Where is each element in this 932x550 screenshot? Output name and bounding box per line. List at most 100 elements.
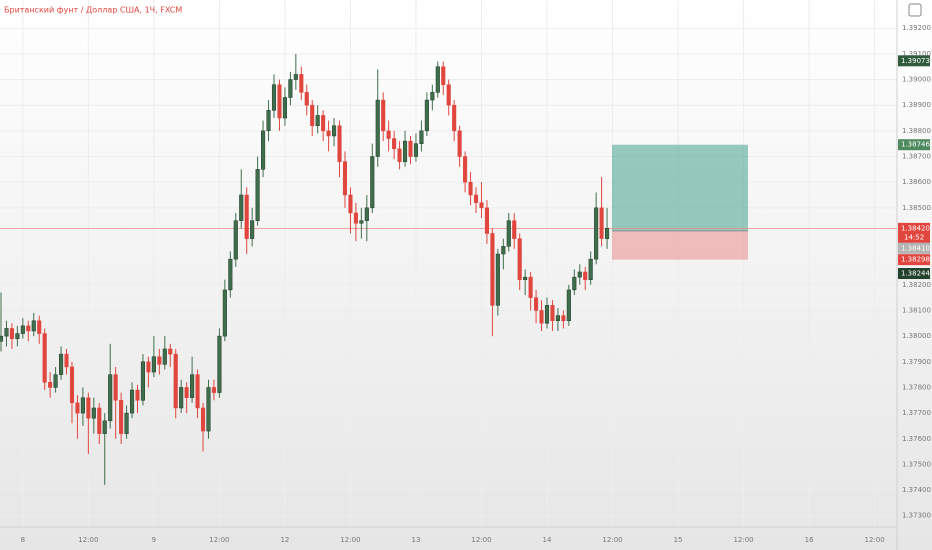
candle-body bbox=[495, 253, 500, 306]
candle-body bbox=[211, 387, 216, 393]
price-label: 1.38746 bbox=[901, 141, 930, 149]
price-label-box bbox=[898, 242, 930, 254]
candle-body bbox=[146, 361, 151, 373]
candle-body bbox=[59, 353, 64, 375]
candle-body bbox=[534, 297, 539, 311]
x-tick-label: 8 bbox=[21, 536, 25, 544]
x-tick-label: 15 bbox=[674, 536, 683, 544]
candle-body bbox=[539, 310, 544, 324]
candle-body bbox=[255, 169, 260, 221]
candle-body bbox=[381, 99, 386, 132]
y-tick-label: 1.38600 bbox=[902, 178, 931, 186]
candle-body bbox=[370, 156, 375, 209]
x-tick-label: 13 bbox=[411, 536, 420, 544]
candle-body bbox=[408, 140, 413, 157]
candle-body bbox=[468, 181, 473, 196]
candle-body bbox=[282, 97, 287, 119]
candle-body bbox=[20, 325, 25, 334]
candle-body bbox=[452, 104, 457, 132]
candle-body bbox=[26, 325, 31, 332]
candle-body bbox=[555, 315, 560, 321]
candle-body bbox=[217, 335, 222, 393]
y-tick-label: 1.38900 bbox=[902, 101, 931, 109]
countdown: 14:52 bbox=[904, 233, 924, 241]
y-tick-label: 1.37300 bbox=[902, 512, 931, 520]
candle-body bbox=[277, 84, 282, 119]
y-tick-label: 1.38000 bbox=[902, 332, 931, 340]
candle-body bbox=[271, 84, 277, 111]
candle-body bbox=[588, 258, 593, 280]
x-tick-label: 16 bbox=[805, 536, 814, 544]
candle-body bbox=[463, 156, 468, 183]
candle-body bbox=[288, 79, 293, 98]
candle-body bbox=[233, 220, 238, 260]
price-label: 1.38420 bbox=[901, 224, 930, 232]
candle-body bbox=[299, 74, 304, 93]
candle-body bbox=[577, 271, 582, 278]
candle-body bbox=[200, 407, 206, 432]
candle-body bbox=[572, 276, 577, 291]
settings-icon[interactable] bbox=[908, 3, 922, 17]
candle-body bbox=[326, 130, 331, 137]
candle-body bbox=[566, 289, 571, 321]
candle-body bbox=[397, 148, 402, 162]
candle-body bbox=[9, 328, 14, 339]
candle-body bbox=[102, 420, 107, 434]
candle-body bbox=[473, 194, 479, 203]
candle-body bbox=[484, 207, 489, 234]
candle-body bbox=[0, 335, 4, 342]
x-tick-label: 12:00 bbox=[471, 536, 491, 544]
candle-body bbox=[337, 125, 342, 162]
price-label: 1.39073 bbox=[901, 57, 930, 65]
price-label-box bbox=[898, 55, 930, 67]
price-label-box bbox=[898, 254, 930, 266]
y-tick-label: 1.39000 bbox=[902, 76, 931, 84]
candle-body bbox=[239, 194, 244, 221]
x-tick-label: 12:00 bbox=[340, 536, 360, 544]
candle-body bbox=[124, 412, 129, 434]
price-label: 1.38298 bbox=[901, 256, 930, 264]
candle-body bbox=[151, 356, 156, 373]
position-loss-zone bbox=[612, 230, 748, 260]
x-tick-label: 12:00 bbox=[209, 536, 229, 544]
candle-body bbox=[135, 389, 140, 401]
candle-body bbox=[550, 305, 555, 321]
candle-body bbox=[157, 356, 162, 365]
candle-body bbox=[86, 397, 91, 419]
x-tick-label: 14 bbox=[543, 536, 552, 544]
y-tick-label: 1.37900 bbox=[902, 358, 931, 366]
y-tick-label: 1.38700 bbox=[902, 153, 931, 161]
candle-body bbox=[293, 74, 298, 80]
candle-body bbox=[413, 143, 419, 157]
candle-body bbox=[119, 400, 124, 434]
candle-body bbox=[195, 374, 200, 409]
candle-body bbox=[441, 66, 446, 85]
chart-title: Британский фунт / Доллар США, 1Ч, FXCM bbox=[4, 6, 182, 15]
candle-body bbox=[261, 130, 266, 170]
y-tick-label: 1.37600 bbox=[902, 435, 931, 443]
candle-body bbox=[206, 387, 211, 432]
candle-body bbox=[342, 161, 348, 196]
candle-body bbox=[544, 305, 550, 324]
candle-body bbox=[113, 374, 118, 401]
candle-body bbox=[348, 194, 353, 214]
candle-body bbox=[594, 207, 599, 260]
candle-body bbox=[321, 115, 326, 132]
candle-body bbox=[315, 115, 320, 126]
y-tick-label: 1.38100 bbox=[902, 306, 931, 314]
candle-body bbox=[91, 407, 96, 419]
candle-body bbox=[364, 207, 369, 221]
candle-body bbox=[48, 382, 53, 388]
candle-body bbox=[332, 125, 337, 137]
y-tick-label: 1.38500 bbox=[902, 204, 931, 212]
candle-body bbox=[31, 320, 36, 332]
candle-body bbox=[375, 99, 380, 157]
candle-body bbox=[228, 258, 233, 291]
price-label-box bbox=[898, 268, 930, 280]
candle-body bbox=[37, 320, 42, 334]
x-tick-label: 9 bbox=[152, 536, 156, 544]
candle-body bbox=[64, 353, 69, 368]
y-tick-label: 1.37500 bbox=[902, 460, 931, 468]
candle-body bbox=[250, 220, 255, 239]
